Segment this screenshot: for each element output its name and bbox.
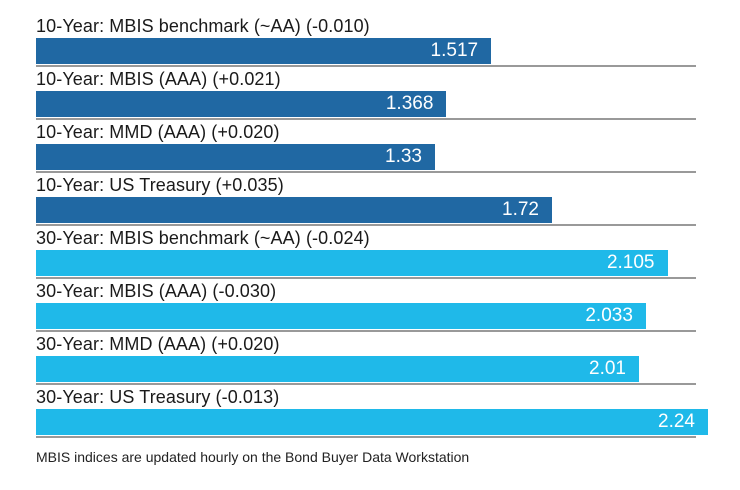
bar-track: 1.72: [36, 197, 696, 226]
bar-track: 2.01: [36, 356, 696, 385]
bar-value-label: 2.033: [585, 305, 633, 326]
bar-fill: 2.01: [36, 356, 639, 382]
bar-chart: 10-Year: MBIS benchmark (~AA) (-0.010) 1…: [36, 14, 708, 438]
bar-value-label: 2.01: [589, 358, 626, 379]
bar-fill: 2.105: [36, 250, 668, 276]
bar-label: 10-Year: MMD (AAA) (+0.020): [36, 122, 280, 142]
chart-row: 10-Year: MBIS (AAA) (+0.021) 1.368: [36, 67, 696, 120]
bar-track: 2.24: [36, 409, 708, 438]
bar-fill: 1.368: [36, 91, 447, 117]
chart-row: 30-Year: US Treasury (-0.013) 2.24: [36, 385, 708, 438]
bar-value-label: 1.33: [385, 146, 422, 167]
chart-row: 30-Year: MBIS (AAA) (-0.030) 2.033: [36, 279, 696, 332]
bar-label: 30-Year: MBIS (AAA) (-0.030): [36, 281, 277, 301]
bar-track: 1.368: [36, 91, 696, 120]
bar-fill: 2.033: [36, 303, 646, 329]
bar-fill: 2.24: [36, 409, 708, 435]
bar-value-label: 2.105: [606, 252, 655, 273]
bar-label: 10-Year: US Treasury (+0.035): [36, 175, 284, 195]
chart-row: 10-Year: MBIS benchmark (~AA) (-0.010) 1…: [36, 14, 696, 67]
chart-row: 10-Year: US Treasury (+0.035) 1.72: [36, 173, 696, 226]
bar-value-label: 1.368: [385, 93, 434, 114]
bar-label: 10-Year: MBIS (AAA) (+0.021): [36, 69, 281, 89]
bar-label: 10-Year: MBIS benchmark (~AA) (-0.010): [36, 16, 370, 36]
chart-row: 30-Year: MBIS benchmark (~AA) (-0.024) 2…: [36, 226, 696, 279]
chart-row: 10-Year: MMD (AAA) (+0.020) 1.33: [36, 120, 696, 173]
bar-fill: 1.517: [36, 38, 492, 64]
bar-fill: 1.33: [36, 144, 435, 170]
bar-label: 30-Year: MBIS benchmark (~AA) (-0.024): [36, 228, 370, 248]
bar-track: 1.33: [36, 144, 696, 173]
bar-label: 30-Year: US Treasury (-0.013): [36, 387, 280, 407]
bar-value-label: 1.517: [430, 40, 479, 61]
footer-note: MBIS indices are updated hourly on the B…: [36, 449, 470, 465]
bar-track: 2.033: [36, 303, 696, 332]
bar-value-label: 2.24: [658, 411, 695, 432]
bar-track: 1.517: [36, 38, 696, 67]
chart-row: 30-Year: MMD (AAA) (+0.020) 2.01: [36, 332, 696, 385]
bar-value-label: 1.72: [502, 199, 539, 220]
bar-label: 30-Year: MMD (AAA) (+0.020): [36, 334, 280, 354]
bar-track: 2.105: [36, 250, 696, 279]
bar-fill: 1.72: [36, 197, 552, 223]
